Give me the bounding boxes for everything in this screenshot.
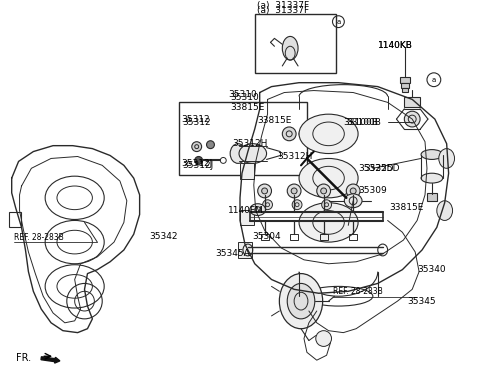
Circle shape bbox=[195, 157, 203, 164]
Circle shape bbox=[322, 200, 332, 210]
Text: 35345: 35345 bbox=[408, 296, 436, 306]
Text: 1140KB: 1140KB bbox=[378, 41, 413, 50]
Text: 35345A: 35345A bbox=[216, 249, 250, 259]
Text: (a)  31337F: (a) 31337F bbox=[257, 6, 309, 15]
Circle shape bbox=[263, 200, 273, 210]
Ellipse shape bbox=[282, 36, 298, 60]
Circle shape bbox=[206, 141, 215, 148]
Circle shape bbox=[282, 127, 296, 141]
Text: a: a bbox=[336, 19, 340, 25]
Ellipse shape bbox=[421, 150, 443, 160]
Ellipse shape bbox=[258, 184, 272, 198]
Text: 35309: 35309 bbox=[358, 186, 387, 195]
Ellipse shape bbox=[230, 144, 246, 163]
Bar bbox=[261, 234, 268, 240]
Text: REF. 28-283B: REF. 28-283B bbox=[334, 287, 383, 296]
Ellipse shape bbox=[346, 184, 360, 198]
Ellipse shape bbox=[317, 184, 331, 198]
Text: 35312: 35312 bbox=[182, 118, 211, 126]
Ellipse shape bbox=[437, 201, 453, 221]
Bar bbox=[400, 77, 410, 83]
Ellipse shape bbox=[287, 184, 301, 198]
Bar bbox=[238, 242, 252, 258]
Text: 33100B: 33100B bbox=[346, 118, 381, 126]
Text: 35312: 35312 bbox=[181, 115, 210, 124]
Text: 35310: 35310 bbox=[228, 90, 257, 99]
Bar bbox=[290, 234, 298, 240]
Ellipse shape bbox=[439, 148, 455, 168]
Text: 33815E: 33815E bbox=[230, 103, 264, 112]
Bar bbox=[255, 14, 336, 73]
Text: a: a bbox=[432, 77, 436, 83]
Text: 1140KB: 1140KB bbox=[378, 41, 413, 50]
Text: 35312J: 35312J bbox=[182, 161, 213, 170]
Circle shape bbox=[350, 188, 356, 194]
Ellipse shape bbox=[299, 158, 358, 198]
Ellipse shape bbox=[421, 173, 443, 183]
Text: 35310: 35310 bbox=[230, 93, 259, 102]
Text: 35340: 35340 bbox=[417, 265, 446, 274]
Circle shape bbox=[316, 331, 332, 346]
Bar bbox=[349, 234, 357, 240]
Bar bbox=[9, 212, 21, 227]
Text: 35304: 35304 bbox=[252, 232, 280, 241]
Circle shape bbox=[192, 142, 202, 151]
Text: 35325D: 35325D bbox=[364, 164, 399, 173]
Circle shape bbox=[262, 188, 267, 194]
Text: (a)  31337F: (a) 31337F bbox=[257, 1, 309, 10]
Bar bbox=[427, 193, 437, 201]
Circle shape bbox=[292, 200, 302, 210]
Text: 33815E: 33815E bbox=[390, 203, 424, 212]
Text: 35312H: 35312H bbox=[232, 139, 267, 148]
Circle shape bbox=[321, 188, 326, 194]
Circle shape bbox=[299, 131, 305, 137]
Bar bbox=[240, 163, 254, 179]
Bar bbox=[401, 83, 409, 87]
Text: FR.: FR. bbox=[16, 353, 31, 363]
Ellipse shape bbox=[250, 204, 265, 215]
Ellipse shape bbox=[299, 203, 358, 242]
Text: REF. 28-283B: REF. 28-283B bbox=[13, 232, 63, 242]
FancyArrow shape bbox=[41, 357, 60, 363]
Ellipse shape bbox=[344, 194, 362, 208]
Ellipse shape bbox=[239, 144, 266, 163]
Bar bbox=[404, 97, 420, 107]
Circle shape bbox=[291, 188, 297, 194]
Text: 35312J: 35312J bbox=[181, 159, 212, 168]
Text: 35342: 35342 bbox=[149, 232, 178, 241]
Bar bbox=[179, 102, 307, 175]
Circle shape bbox=[404, 111, 420, 127]
Bar bbox=[402, 87, 408, 92]
Text: 35312H: 35312H bbox=[277, 152, 313, 161]
Text: 33100B: 33100B bbox=[343, 118, 378, 126]
Ellipse shape bbox=[287, 283, 315, 319]
Bar bbox=[320, 234, 327, 240]
Ellipse shape bbox=[279, 273, 323, 329]
Ellipse shape bbox=[299, 114, 358, 154]
Text: 33815E: 33815E bbox=[258, 116, 292, 125]
Text: 35325D: 35325D bbox=[358, 164, 394, 173]
Bar bbox=[240, 210, 254, 225]
Text: 1140FM: 1140FM bbox=[228, 206, 264, 215]
